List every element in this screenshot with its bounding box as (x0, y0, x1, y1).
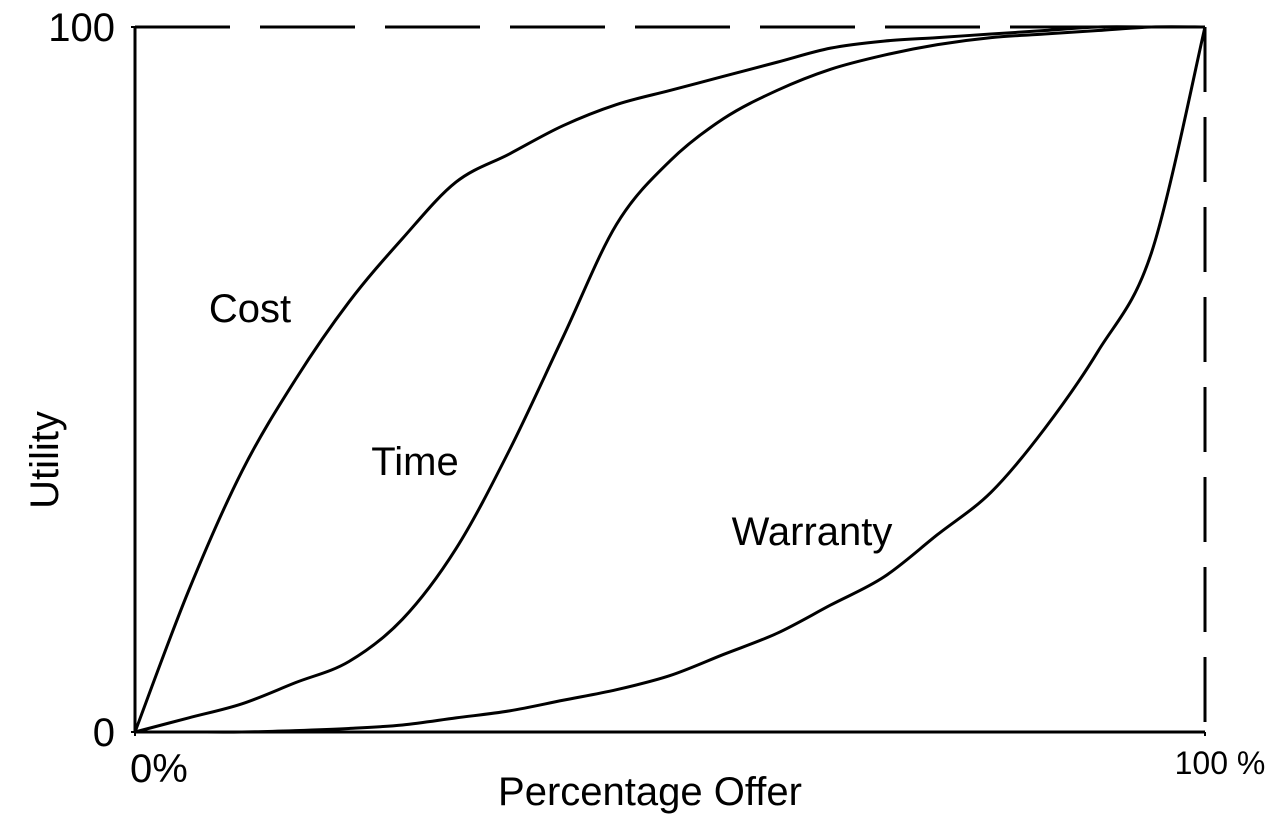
x-axis-label: Percentage Offer (498, 770, 802, 814)
line-series (133, 25, 1205, 733)
y-tick-label: 0 (93, 711, 115, 755)
y-tick-label: 100 (48, 6, 115, 50)
series-label: Time (371, 440, 458, 484)
x-tick-label: 100 % (1175, 745, 1266, 781)
line-series (135, 26, 1207, 734)
line-series (134, 25, 1206, 734)
x-tick-label: 0% (130, 747, 188, 791)
series-label: Warranty (732, 510, 893, 554)
series-label: Cost (209, 287, 291, 331)
y-axis-label: Utility (23, 411, 67, 509)
